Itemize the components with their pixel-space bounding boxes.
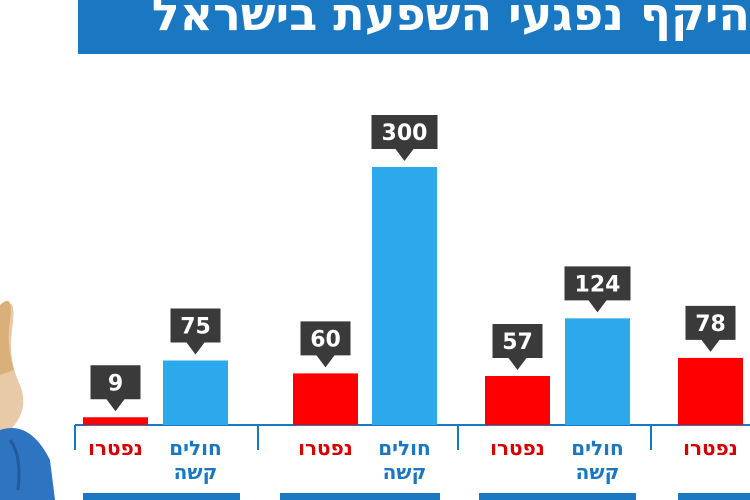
category-label-line: חולים bbox=[378, 436, 431, 460]
data-label: 60 bbox=[310, 327, 341, 352]
bar-seriously_ill-1 bbox=[372, 167, 437, 425]
value-callout-2-0 bbox=[492, 323, 543, 370]
value-callout-1-0 bbox=[300, 321, 351, 368]
category-label: נפטרו bbox=[683, 436, 738, 460]
bar-deaths-3 bbox=[678, 357, 743, 425]
category-label-line: קשה bbox=[383, 460, 427, 484]
value-callout-3-0 bbox=[685, 305, 736, 352]
bar-deaths-2 bbox=[485, 375, 550, 425]
data-label: 78 bbox=[695, 312, 726, 337]
data-label: 57 bbox=[502, 330, 533, 355]
data-label: 124 bbox=[575, 272, 621, 297]
group-underline-1 bbox=[280, 493, 440, 500]
group-underline-3 bbox=[678, 493, 750, 500]
category-label-line: נפטרו bbox=[490, 436, 545, 460]
group-underline-2 bbox=[479, 493, 636, 500]
category-label-line: נפטרו bbox=[683, 436, 738, 460]
category-label-line: חולים bbox=[571, 436, 624, 460]
value-callout-1-1 bbox=[371, 115, 438, 161]
category-label: חולים קשה bbox=[378, 436, 431, 484]
category-label: נפטרו bbox=[298, 436, 353, 460]
value-callout-2-1 bbox=[564, 266, 631, 313]
bar-seriously_ill-0 bbox=[163, 360, 228, 425]
bar-deaths-1 bbox=[293, 373, 358, 425]
category-label: חולים קשה bbox=[571, 436, 624, 484]
bar-seriously_ill-2 bbox=[565, 318, 630, 425]
data-label: 75 bbox=[180, 315, 211, 340]
title-bar: היקף נפגעי השפעת בישראל bbox=[78, 0, 750, 54]
value-callout-0-0 bbox=[90, 365, 141, 412]
chart-title: היקף נפגעי השפעת בישראל bbox=[151, 0, 750, 41]
category-label-line: קשה bbox=[174, 460, 218, 484]
person-illustration bbox=[0, 300, 55, 500]
bar-deaths-0 bbox=[83, 417, 148, 425]
category-label: נפטרו bbox=[490, 436, 545, 460]
category-label-line: נפטרו bbox=[298, 436, 353, 460]
data-label: 9 bbox=[108, 371, 123, 396]
category-label-line: קשה bbox=[576, 460, 620, 484]
category-label-line: חולים bbox=[169, 436, 222, 460]
data-label: 300 bbox=[382, 121, 428, 146]
category-label: חולים קשה bbox=[169, 436, 222, 484]
category-label: נפטרו bbox=[88, 436, 143, 460]
value-callout-0-1 bbox=[170, 308, 221, 355]
category-label-line: נפטרו bbox=[88, 436, 143, 460]
group-underline-0 bbox=[83, 493, 240, 500]
